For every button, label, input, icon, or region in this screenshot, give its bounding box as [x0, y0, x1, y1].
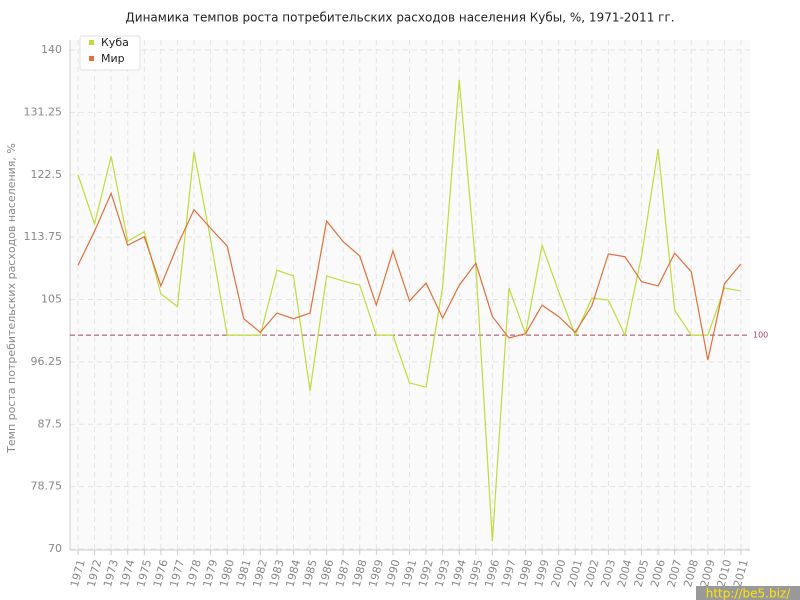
- legend-label: Мир: [101, 52, 125, 65]
- y-tick-label: 96.25: [31, 355, 63, 368]
- y-tick-label: 70: [48, 542, 62, 555]
- y-axis-label: Темп роста потребительских расходов насе…: [5, 143, 18, 454]
- legend-swatch: [89, 40, 94, 45]
- y-tick-label: 78.75: [31, 480, 63, 493]
- series-line: [77, 79, 742, 542]
- reference-label: 100: [753, 331, 768, 340]
- y-tick-label: 122.5: [31, 168, 63, 181]
- chart-title: Динамика темпов роста потребительских ра…: [125, 11, 674, 25]
- watermark-bg: [696, 586, 800, 600]
- y-tick-label: 113.75: [24, 230, 63, 243]
- series-line: [77, 191, 742, 361]
- y-tick-label: 105: [41, 293, 62, 306]
- grid: [70, 40, 750, 550]
- legend-swatch: [89, 56, 94, 61]
- y-tick-label: 87.5: [38, 417, 63, 430]
- legend-box: [79, 35, 141, 71]
- watermark: http://be5.biz/: [706, 587, 791, 600]
- x-tick-label: 2011: [731, 558, 751, 588]
- legend-label: Куба: [101, 36, 129, 49]
- y-tick-label: 140: [41, 43, 62, 56]
- y-tick-label: 131.25: [24, 105, 63, 118]
